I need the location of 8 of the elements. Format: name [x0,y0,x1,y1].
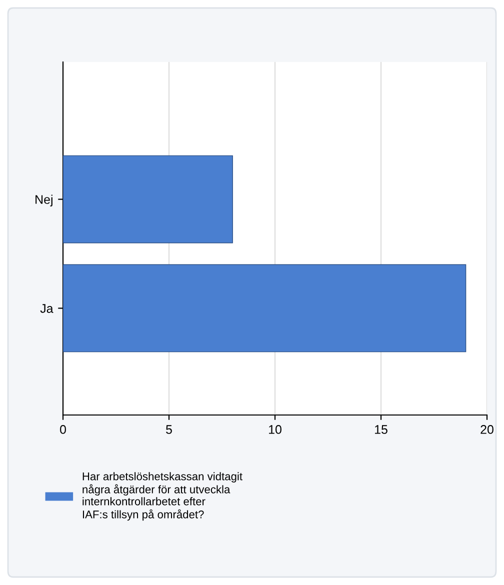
y-tick-label: Nej [36,194,52,206]
x-tick-label: 10 [269,425,282,434]
x-tick-label: 15 [375,425,388,434]
x-tick-label: 20 [480,425,494,434]
legend-label: Har arbetslöshetskassan vidtagit några åtgärder för att utveckla internkontrollarbetet efter IAF:s tillsyn på området? [82,472,242,521]
y-tick-label: Ja [40,304,54,313]
x-tick-label: 0 [60,425,66,434]
x-tick-label: 5 [166,425,172,434]
